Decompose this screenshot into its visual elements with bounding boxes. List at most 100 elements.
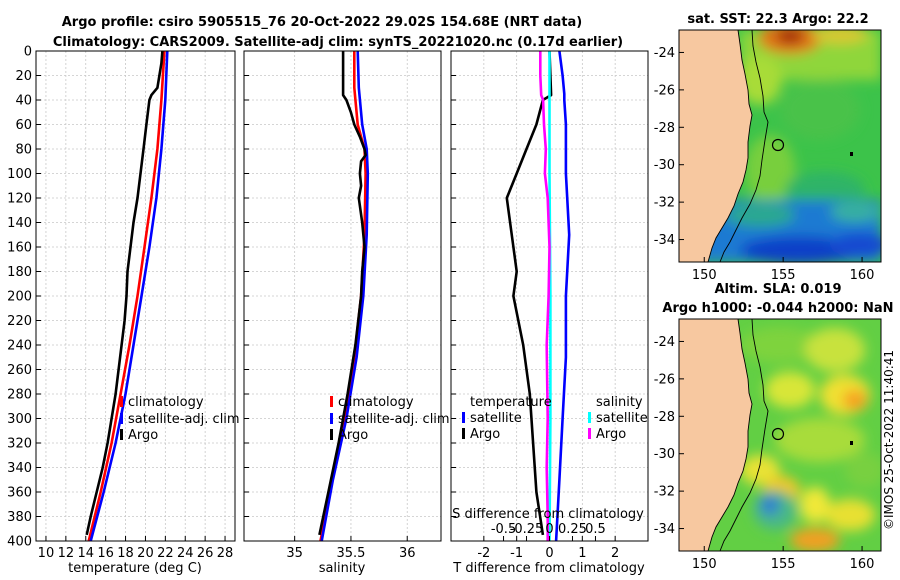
series-line-argo: [318, 51, 367, 536]
sla-color-field: [740, 327, 881, 551]
series-line-climatology: [319, 51, 367, 541]
legend-label-s-satellite: satellite: [596, 411, 648, 426]
y-tick-label: 60: [15, 118, 32, 133]
legend-label-climatology: climatology: [338, 395, 414, 410]
y-tick-label: 200: [7, 290, 32, 305]
map-y-tick-label: -26: [654, 83, 675, 98]
sst-land-mass: [679, 30, 752, 262]
sst-isobath: [719, 30, 769, 262]
legend-label-satellite: satellite-adj. clim: [338, 412, 450, 427]
difference-legend-temperature: temperature satellite Argo: [462, 395, 552, 442]
salinity-series: [318, 51, 370, 541]
series-line-argo: [85, 51, 164, 536]
y-tick-label: 180: [7, 265, 32, 280]
y-tick-label: 240: [7, 339, 32, 354]
map-y-tick-label: -32: [654, 485, 675, 500]
x-tick-label: 28: [217, 546, 234, 561]
x-tick-label: 16: [97, 546, 114, 561]
temperature-panel: 0 20 40 60 80 100 120 140 160 180 200 220 240 260 280 3…: [7, 45, 239, 577]
map-y-tick-label: -32: [654, 196, 675, 211]
y-tick-label: 320: [7, 437, 32, 452]
legend-swatch-climatology: [120, 396, 123, 407]
legend-label-satellite: satellite-adj. clim: [128, 412, 240, 427]
series-line-satellite-adj-clim: [320, 51, 370, 541]
figure-title-line1: Argo profile: csiro 5905515_76 20-Oct-20…: [62, 15, 583, 30]
temperature-series: [85, 51, 169, 541]
legend-swatch-climatology: [330, 396, 333, 407]
sst-map: sat. SST: 22.3 Argo: 22.2: [654, 12, 882, 283]
x-tick-label: 2: [611, 546, 619, 561]
y-tick-label: 260: [7, 363, 32, 378]
sla-coastline: [707, 319, 753, 551]
map-x-tick-label: 150: [692, 268, 717, 283]
sst-coastline: [707, 30, 753, 262]
x-tick-label: 1: [578, 546, 586, 561]
legend-swatch-s-satellite: [588, 412, 591, 423]
x-tick-label: 24: [177, 546, 194, 561]
legend-label-s-argo: Argo: [596, 427, 626, 442]
s-tick-label: 0: [545, 522, 553, 537]
y-tick-label: 380: [7, 510, 32, 525]
sla-map-ticks: 150 155 160 -24 -26 -28 -30 -32 -34: [654, 335, 875, 572]
x-tick-label: 12: [58, 546, 75, 561]
s-tick-label: 0.25: [558, 522, 587, 537]
map-x-tick-label: 150: [692, 557, 717, 572]
difference-ticks: -2 -1 0 1 2: [451, 50, 619, 561]
s-difference-ticks: -0.5-0.25 0 0.250.5: [491, 522, 606, 541]
map-y-tick-label: -30: [654, 447, 675, 462]
y-tick-label: 280: [7, 388, 32, 403]
x-tick-label: 0: [545, 546, 553, 561]
legend-label-climatology: climatology: [128, 395, 204, 410]
map-y-tick-label: -24: [654, 335, 675, 350]
sla-map-frame: [678, 318, 882, 552]
y-tick-label: 400: [7, 535, 32, 550]
temperature-grid: [36, 50, 235, 542]
sst-map-frame: [678, 29, 882, 263]
map-y-tick-label: -34: [654, 233, 675, 248]
salinity-panel: 35 35.5 36 salinity climatology satellite-…: [243, 50, 450, 576]
y-tick-label: 100: [7, 167, 32, 182]
y-tick-label: 160: [7, 241, 32, 256]
sla-land-mass: [679, 319, 752, 551]
map-y-tick-label: -28: [654, 121, 675, 136]
x-tick-label: 18: [117, 546, 134, 561]
y-tick-label: 40: [15, 94, 32, 109]
figure-title-line2: Climatology: CARS2009. Satellite-adj cli…: [53, 35, 623, 50]
sst-map-ticks: 150 155 160 -24 -26 -28 -30 -32 -34: [654, 46, 875, 283]
sla-island-marker: [850, 441, 853, 445]
sla-isobath: [719, 319, 769, 551]
map-y-tick-label: -26: [654, 372, 675, 387]
difference-series: [505, 51, 571, 541]
y-tick-label: 120: [7, 192, 32, 207]
map-x-tick-label: 160: [850, 268, 875, 283]
s-difference-xlabel: S difference from climatology: [452, 507, 644, 522]
sst-color-field: [679, 30, 881, 262]
map-x-tick-label: 155: [771, 268, 796, 283]
t-difference-xlabel: T difference from climatology: [452, 561, 645, 576]
series-line-temperature-satellite: [554, 51, 571, 541]
x-tick-label: -1: [510, 546, 523, 561]
s-tick-label: 0.5: [585, 522, 606, 537]
legend-label-t-argo: Argo: [470, 427, 500, 442]
difference-legend-salinity: salinity satellite Argo: [588, 395, 648, 442]
salinity-legend: climatology satellite-adj. clim Argo: [330, 395, 450, 443]
y-tick-label: 0: [24, 45, 32, 60]
legend-swatch-satellite: [120, 413, 123, 424]
legend-label-argo: Argo: [128, 428, 158, 443]
salinity-xlabel: salinity: [319, 561, 366, 576]
series-line-climatology: [87, 51, 166, 541]
y-tick-label: 300: [7, 412, 32, 427]
legend-swatch-satellite: [330, 413, 333, 424]
sla-map-title-line2: Argo h1000: -0.044 h2000: NaN: [662, 301, 893, 316]
sla-map-title-line1: Altim. SLA: 0.019: [715, 282, 842, 297]
x-tick-label: 35.5: [336, 546, 365, 561]
legend-swatch-t-satellite: [462, 412, 465, 423]
y-tick-label: 80: [15, 143, 32, 158]
map-y-tick-label: -34: [654, 522, 675, 537]
temperature-xlabel: temperature (deg C): [68, 561, 202, 576]
salinity-ticks: 35 35.5 36: [244, 50, 416, 561]
legend-swatch-argo: [120, 429, 123, 440]
s-tick-label: -0.25: [510, 522, 544, 537]
x-tick-label: 35: [286, 546, 303, 561]
sst-island-marker: [850, 152, 853, 156]
